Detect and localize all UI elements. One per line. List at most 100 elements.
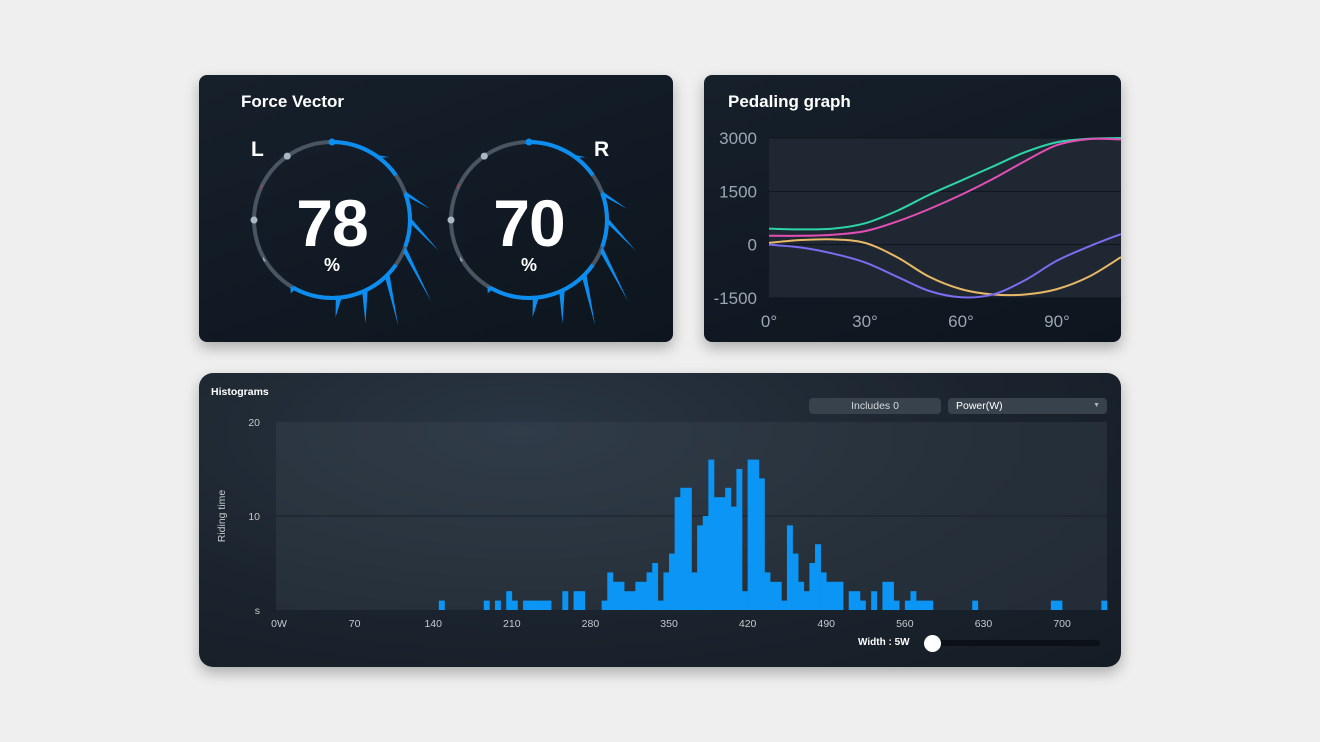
histogram-bar: [640, 581, 647, 610]
pedaling-graph-title: Pedaling graph: [728, 92, 851, 111]
right-force-spike: [600, 246, 629, 302]
left-force-spike: [290, 286, 296, 294]
histogram-title: Histograms: [211, 386, 269, 398]
left-gauge-marker: [283, 152, 291, 160]
pedaling-xtick-label: 0°: [761, 312, 777, 331]
histogram-bar: [702, 516, 709, 610]
histogram-y-unit: s: [255, 605, 260, 617]
pedaling-series-line-4: [768, 233, 1121, 299]
left-force-spike: [404, 190, 430, 209]
histogram-ytick-label: 20: [248, 417, 260, 429]
includes-zero-toggle[interactable]: Includes 0: [809, 398, 941, 414]
left-gauge-arc: [292, 263, 398, 300]
right-force-spike: [582, 273, 596, 326]
pedaling-series-line-2: [768, 137, 1121, 237]
histogram-bar: [483, 600, 490, 610]
histogram-bar: [831, 581, 838, 610]
histogram-xtick-label: 0W: [271, 618, 287, 630]
right-gauge-marker: [525, 138, 533, 146]
histogram-bar: [506, 591, 513, 610]
right-force-spike: [559, 289, 565, 324]
left-force-spike: [403, 246, 432, 302]
histogram-bar: [635, 581, 642, 610]
histogram-bar: [624, 591, 631, 610]
histogram-bar: [921, 600, 928, 610]
histogram-bar: [871, 591, 878, 610]
histogram-bar: [820, 572, 827, 610]
histogram-xtick-label: 210: [503, 618, 521, 630]
histogram-bar: [786, 525, 793, 610]
histogram-bar: [736, 469, 743, 610]
right-gauge-arc: [489, 263, 595, 300]
histogram-card: Histograms Includes 0 Power(W) ▼ 20 10 s Ri…: [199, 373, 1121, 667]
histogram-bar: [893, 600, 900, 610]
right-gauge-arc: [528, 140, 595, 177]
pedaling-ytick-label: 0: [748, 236, 757, 255]
metric-select[interactable]: Power(W) ▼: [948, 398, 1107, 414]
pedaling-xtick-label: 60°: [948, 312, 974, 331]
histogram-bar: [663, 572, 670, 610]
pedaling-series-line-3: [768, 238, 1121, 297]
histogram-bar: [534, 600, 541, 610]
histogram-ytick-label: 10: [248, 511, 260, 523]
pedaling-ytick-label: -1500: [714, 289, 757, 308]
bin-width-slider-track[interactable]: [933, 640, 1100, 646]
histogram-bar: [848, 591, 855, 610]
histogram-bar: [882, 581, 889, 610]
histogram-bar: [719, 497, 726, 610]
histogram-bar: [685, 487, 692, 610]
histogram-xtick-label: 700: [1053, 618, 1071, 630]
left-force-spike: [335, 297, 342, 318]
right-gauge-marker: [480, 152, 488, 160]
histogram-bar: [910, 591, 917, 610]
right-force-spike: [571, 154, 586, 158]
right-force-spike: [607, 217, 636, 251]
left-gauge-marker: [250, 216, 258, 224]
pedaling-ytick-label: 1500: [719, 182, 757, 201]
pedaling-graph-card: Pedaling graph 3000 1500 0 -1500 0° 30° 60° 90°: [704, 75, 1121, 342]
histogram-bar: [612, 581, 619, 610]
histogram-bar: [798, 581, 805, 610]
histogram-bar: [674, 497, 681, 610]
histogram-bar: [927, 600, 934, 610]
histogram-bar: [904, 600, 911, 610]
force-vector-card: Force Vector L R 78 70 % %: [199, 75, 673, 342]
pedaling-series-line-1: [768, 137, 1121, 231]
histogram-bar: [545, 600, 552, 610]
right-force-spike: [532, 297, 539, 318]
bin-width-label: Width : 5W: [858, 637, 910, 648]
histogram-bar: [742, 591, 748, 610]
left-balance-value: 78: [296, 186, 368, 260]
histogram-bar: [888, 581, 894, 610]
histogram-bar: [438, 600, 445, 610]
histogram-xtick-label: 560: [896, 618, 914, 630]
right-gauge-marker: [447, 216, 455, 224]
histogram-bar: [528, 600, 535, 610]
histogram-xtick-label: 420: [739, 618, 757, 630]
histogram-bar: [837, 581, 844, 610]
left-balance-unit: %: [323, 255, 340, 275]
right-force-spike: [601, 190, 627, 209]
bin-width-slider-thumb[interactable]: [924, 635, 941, 652]
histogram-bar: [657, 600, 664, 610]
histogram-bar: [775, 581, 782, 610]
pedaling-ytick-label: 3000: [719, 129, 757, 148]
right-force-spike: [457, 184, 460, 190]
histogram-bar: [1050, 600, 1057, 610]
histogram-bar: [523, 600, 529, 610]
histogram-bar: [652, 563, 659, 610]
histogram-bar: [770, 581, 777, 610]
histogram-bar: [725, 487, 732, 610]
histogram-xtick-label: 280: [582, 618, 600, 630]
left-gauge-arc: [331, 140, 398, 177]
histogram-bar: [764, 572, 771, 610]
right-force-spike: [487, 286, 493, 294]
histogram-bar: [697, 525, 704, 610]
histogram-bar: [579, 591, 586, 610]
right-balance-unit: %: [520, 255, 537, 275]
histogram-bar: [854, 591, 861, 610]
force-vector-title: Force Vector: [241, 92, 344, 111]
left-force-spike: [385, 273, 399, 326]
histogram-xtick-label: 630: [975, 618, 993, 630]
